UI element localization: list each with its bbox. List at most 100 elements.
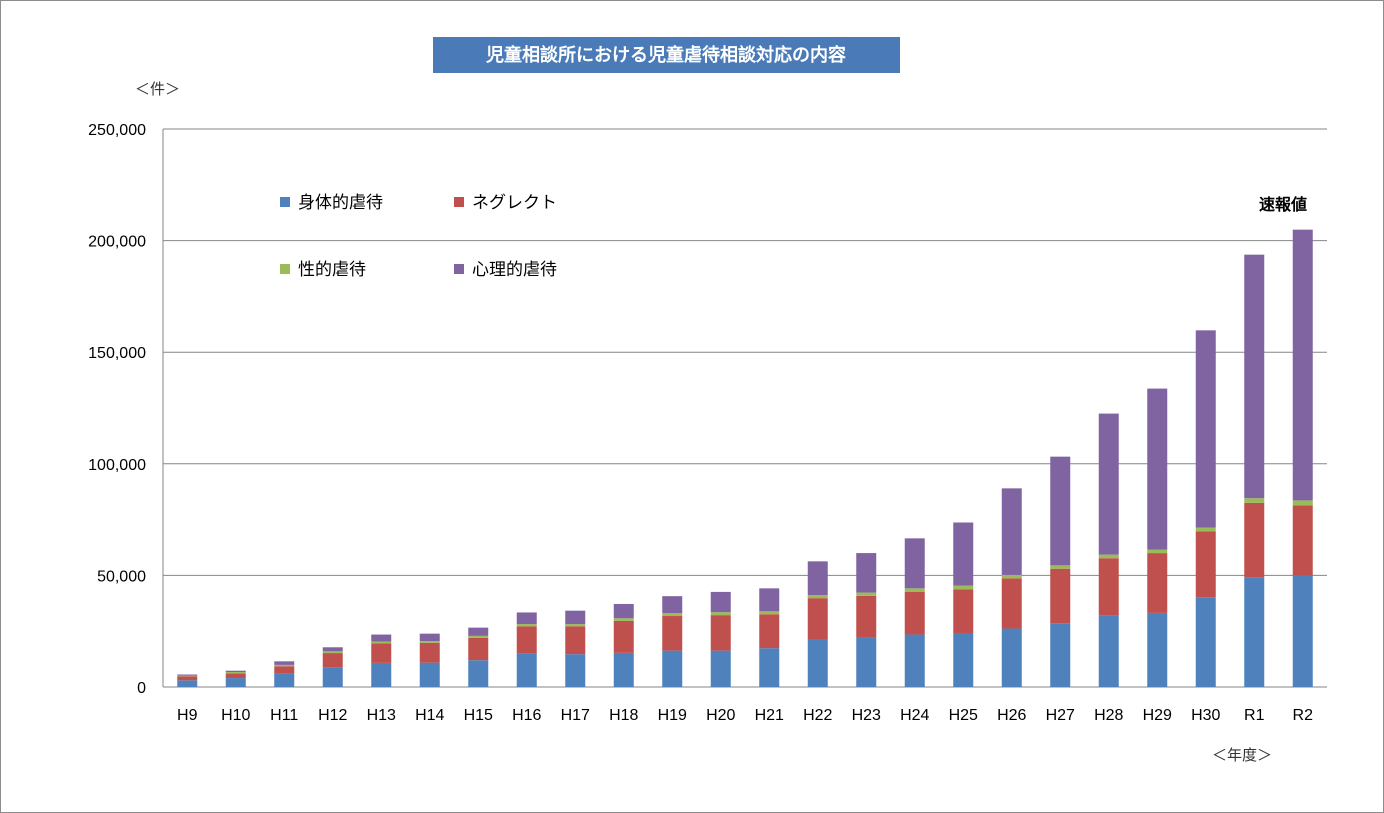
bar-segment [1195, 597, 1216, 687]
bar-segment [807, 639, 828, 687]
bar-segment [807, 595, 828, 599]
bar-segment [856, 592, 877, 596]
bar-segment [904, 591, 925, 635]
bar-segment [274, 666, 295, 674]
bar-segment [468, 627, 489, 636]
x-tick-label: H23 [852, 707, 881, 724]
bar-segment [468, 660, 489, 687]
x-tick-label: H24 [900, 707, 929, 724]
y-axis-tick-labels: 0 50,000 100,000 150,000 200,000 250,000 [88, 122, 146, 697]
x-tick-label: H12 [318, 707, 347, 724]
bar-segment [662, 650, 683, 687]
x-tick-label: H25 [949, 707, 978, 724]
bar-segment [953, 585, 974, 590]
bar-segment [1050, 568, 1071, 624]
bar-segment [225, 670, 246, 673]
x-tick-label: R1 [1244, 707, 1265, 724]
bar-segment [565, 654, 586, 687]
legend-label: ネグレクト [472, 193, 557, 213]
x-tick-label: H13 [367, 707, 396, 724]
bar-segment [468, 635, 489, 638]
bar-segment [1292, 500, 1313, 506]
x-tick-label: H30 [1191, 707, 1220, 724]
bar-segment [1195, 531, 1216, 598]
bar-segment [1001, 574, 1022, 579]
bar-segment [565, 610, 586, 625]
bar-segment [177, 680, 198, 687]
x-tick-label: H27 [1046, 707, 1075, 724]
preliminary-value-annotation: 速報値 [1259, 195, 1307, 214]
bar-segment [1001, 488, 1022, 575]
bar-segment [1292, 505, 1313, 576]
chart-title-background [433, 37, 900, 73]
bar-segment [613, 618, 634, 621]
bar-segment [1001, 578, 1022, 629]
bar-segment [710, 612, 731, 616]
x-tick-label: H17 [561, 707, 590, 724]
legend-label: 身体的虐待 [298, 193, 383, 213]
bar-segment [274, 664, 295, 667]
x-tick-label: H9 [177, 707, 198, 724]
bar-segment [904, 588, 925, 592]
bar-segment [807, 561, 828, 596]
bar-segment [1244, 502, 1265, 578]
bar-segment [371, 662, 392, 687]
bar-segment [565, 624, 586, 627]
x-tick-label: H26 [997, 707, 1026, 724]
bar-segment [662, 613, 683, 617]
bar-segment [1147, 549, 1168, 554]
bar-segment [419, 662, 440, 687]
bar-segment [371, 641, 392, 644]
bar-segment [516, 612, 537, 625]
bar-segment [565, 626, 586, 655]
x-tick-label: H29 [1143, 707, 1172, 724]
x-tick-label: H16 [512, 707, 541, 724]
bar-segment [953, 522, 974, 586]
bar-segment [177, 676, 198, 681]
bar-segment [1244, 577, 1265, 687]
bar-segment [662, 616, 683, 651]
x-axis-tick-labels: H9 H10 H11 H12 H13 H14 H15 H16 H17 H18 H19 H20 H21 H2… [177, 707, 1313, 724]
x-tick-label: H18 [609, 707, 638, 724]
bar-segment [516, 624, 537, 627]
y-tick-label: 100,000 [88, 457, 146, 474]
bar-segment [371, 643, 392, 663]
x-tick-label: H22 [803, 707, 832, 724]
bar-segment [1147, 553, 1168, 613]
bar-segment [419, 642, 440, 663]
bar-segment [177, 675, 198, 677]
x-tick-label: H15 [464, 707, 493, 724]
bar-segment [807, 598, 828, 640]
bar-segment [904, 538, 925, 589]
bar-segment [953, 589, 974, 633]
bar-segment [225, 672, 246, 674]
bar-segment [856, 637, 877, 687]
chart-title-box: 児童相談所における児童虐待相談対応の内容 [433, 37, 900, 73]
bar-segment [613, 652, 634, 687]
legend-label: 性的虐待 [298, 260, 366, 280]
bar-segment [1098, 558, 1119, 616]
legend-swatch [454, 264, 464, 274]
bar-segment [1292, 229, 1313, 501]
y-tick-label: 0 [137, 680, 146, 697]
bar-segment [177, 674, 198, 676]
x-unit-label: ＜年度＞ [1212, 746, 1272, 764]
bar-segment [1244, 498, 1265, 503]
bar-segment [613, 603, 634, 619]
bar-segment [759, 648, 780, 687]
legend-swatch [454, 197, 464, 207]
bar-segment [710, 650, 731, 687]
y-tick-label: 250,000 [88, 122, 146, 139]
legend-swatch [280, 197, 290, 207]
bar-segment [856, 553, 877, 593]
bars [177, 229, 1313, 687]
bar-segment [468, 637, 489, 661]
bar-segment [419, 641, 440, 643]
bar-segment [1001, 628, 1022, 687]
x-tick-label: R2 [1293, 707, 1314, 724]
bar-segment [1050, 565, 1071, 569]
y-tick-label: 150,000 [88, 345, 146, 362]
bar-segment [371, 634, 392, 642]
